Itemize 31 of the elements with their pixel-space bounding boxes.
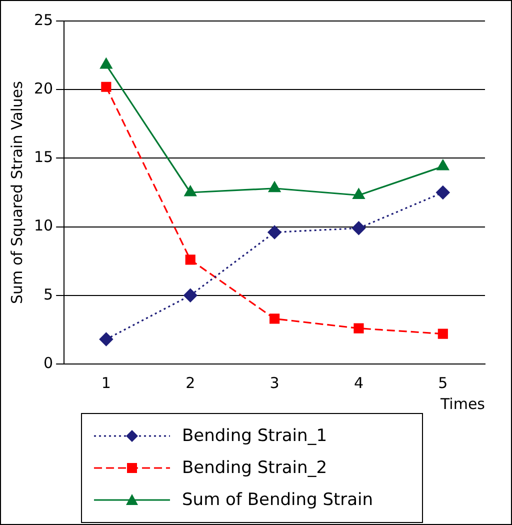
point [436,160,449,170]
x-tick-label: 2 [186,374,196,392]
y-tick-label: 5 [44,285,54,304]
point [185,254,196,265]
legend-label: Sum of Bending Strain [182,490,374,510]
y-axis-title: Sum of Squared Strain Values [8,80,26,304]
legend-label: Bending Strain_2 [182,458,328,478]
x-tick-label: 3 [270,374,280,392]
point [354,323,364,334]
point [436,186,450,200]
point [184,288,198,302]
x-tick-label: 1 [101,374,111,392]
y-tick-label: 20 [34,79,54,98]
x-tick-label: 5 [438,374,448,392]
x-tick-label: 4 [354,374,364,392]
y-tick-label: 15 [34,148,54,166]
point [438,328,448,339]
point [270,314,280,324]
point [268,182,281,192]
point [101,82,112,92]
point [352,188,365,200]
legend-label: Bending Strain_1 [182,426,328,446]
point [268,225,282,240]
y-tick-label: 10 [34,216,54,235]
point [352,221,366,235]
point [184,186,196,196]
point [100,58,112,69]
y-tick-label: 0 [44,354,54,372]
x-axis-title: Times [439,394,486,413]
y-tick-label: 25 [34,10,54,29]
point [99,332,113,346]
